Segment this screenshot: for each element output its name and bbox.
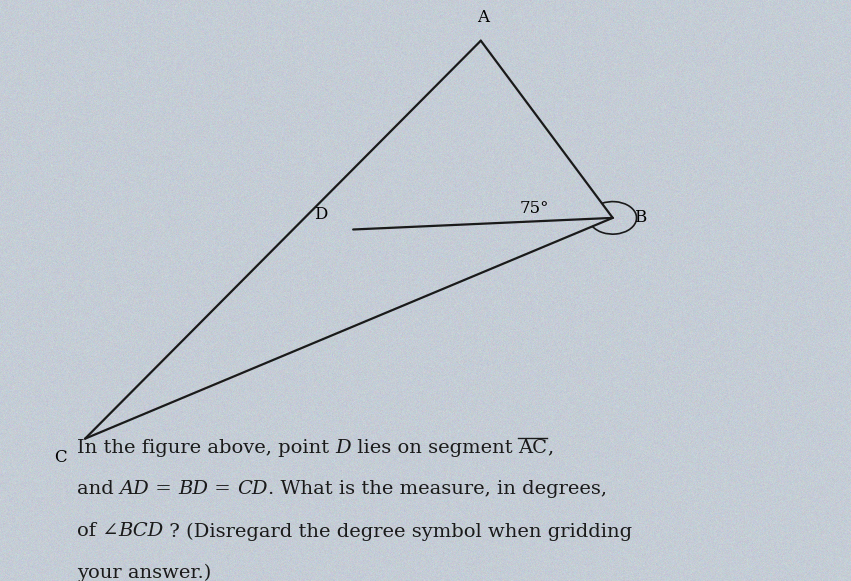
Text: AD: AD (120, 480, 149, 498)
Text: and: and (77, 480, 120, 498)
Text: AC: AC (518, 439, 547, 457)
Text: =: = (149, 480, 179, 498)
Text: ? (Disregard the degree symbol when gridding: ? (Disregard the degree symbol when grid… (163, 522, 632, 540)
Text: In the figure above, point: In the figure above, point (77, 439, 335, 457)
Text: D: D (335, 439, 351, 457)
Text: =: = (208, 480, 237, 498)
Text: A: A (477, 9, 489, 26)
Text: lies on segment: lies on segment (351, 439, 518, 457)
Text: B: B (634, 209, 646, 227)
Text: of ∠: of ∠ (77, 522, 118, 540)
Text: C: C (54, 449, 66, 465)
Text: your answer.): your answer.) (77, 564, 211, 581)
Text: 75°: 75° (519, 200, 549, 217)
Text: . What is the measure, in degrees,: . What is the measure, in degrees, (268, 480, 607, 498)
Text: CD: CD (237, 480, 268, 498)
Text: D: D (314, 206, 328, 224)
Text: ,: , (547, 439, 554, 457)
Text: BCD: BCD (118, 522, 163, 540)
Text: BD: BD (179, 480, 208, 498)
